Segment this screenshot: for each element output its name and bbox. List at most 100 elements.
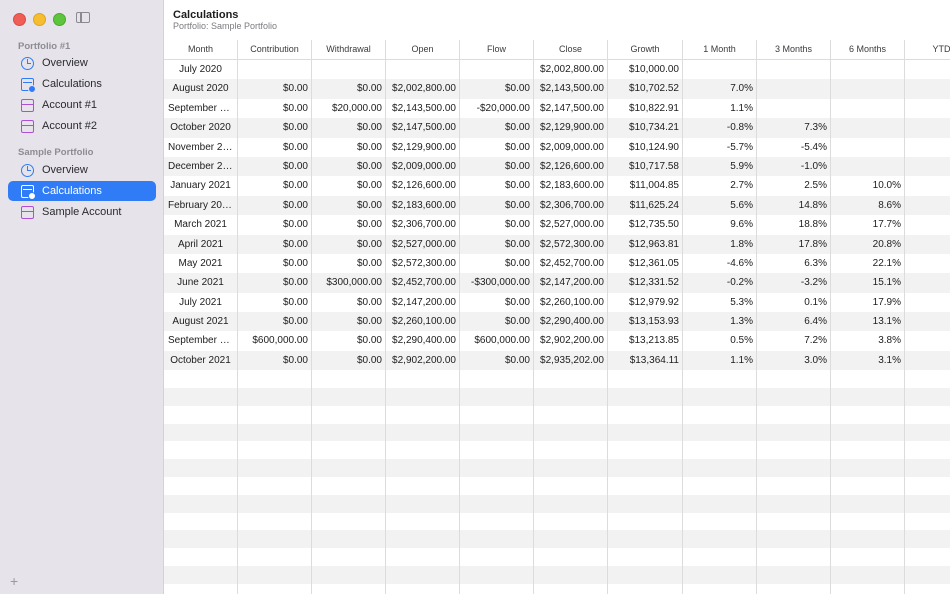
column-header[interactable]: Flow <box>460 40 534 59</box>
table-cell: $300,000.00 <box>312 273 386 293</box>
column-divider <box>459 405 460 424</box>
table-cell <box>238 60 312 80</box>
table-cell: $0.00 <box>312 79 386 99</box>
column-divider <box>607 583 608 594</box>
table-cell: August 2021 <box>164 312 238 332</box>
table-row[interactable]: July 2020 $2,002,800.00 $10,000.00 <box>164 60 950 80</box>
column-divider <box>533 530 534 549</box>
table-cell <box>905 196 950 215</box>
table-row[interactable]: April 2021 $0.00 $0.00 $2,527,000.00 $0.00 $2… <box>164 234 950 254</box>
column-divider <box>607 512 608 531</box>
table-cell <box>905 60 950 79</box>
column-divider <box>459 530 460 549</box>
column-divider <box>830 512 831 531</box>
table-cell: $0.00 <box>238 273 312 293</box>
table-cell: 17.9% <box>831 292 905 313</box>
column-divider <box>237 512 238 531</box>
table-row[interactable]: October 2021 $0.00 $0.00 $2,902,200.00 $0.00… <box>164 350 950 371</box>
calculations-icon <box>21 77 36 93</box>
empty-row <box>164 566 950 584</box>
column-divider <box>904 477 905 495</box>
table-row[interactable]: February 2021 $0.00 $0.00 $2,183,600.00 $0.0… <box>164 195 950 216</box>
sidebar-item-label: Overview <box>42 57 88 69</box>
table-row[interactable]: May 2021 $0.00 $0.00 $2,572,300.00 $0.00 $2,4… <box>164 253 950 274</box>
table-cell: 6.4% <box>757 312 831 332</box>
column-divider <box>533 566 534 584</box>
table-row[interactable]: June 2021 $0.00 $300,000.00 $2,452,700.00 -$… <box>164 273 950 293</box>
column-header[interactable]: Month <box>164 40 238 59</box>
column-divider <box>311 494 312 513</box>
table-cell: $2,002,800.00 <box>534 60 608 80</box>
table-row[interactable]: September 2021 $600,000.00 $0.00 $2,290,400… <box>164 331 950 351</box>
column-header[interactable]: 3 Months <box>757 40 831 59</box>
table-row[interactable]: September 2020 $0.00 $20,000.00 $2,143,500.… <box>164 98 950 119</box>
column-divider <box>459 370 460 389</box>
column-divider <box>311 388 312 406</box>
table-cell: 17.7% <box>831 215 905 235</box>
table-cell: $0.00 <box>238 79 312 99</box>
table-cell: $2,452,700.00 <box>386 273 460 293</box>
column-header[interactable]: YTD <box>905 40 950 59</box>
sidebar-item-sample-overview[interactable]: Overview <box>8 160 156 180</box>
column-divider <box>830 423 831 442</box>
table-cell: -5.7% <box>683 137 757 157</box>
column-divider <box>385 405 386 424</box>
close-window-button[interactable] <box>13 13 26 26</box>
table-row[interactable]: August 2021 $0.00 $0.00 $2,260,100.00 $0.00 $… <box>164 312 950 332</box>
table-cell: 1.1% <box>683 350 757 371</box>
sidebar-item-portfolio-1-calculations[interactable]: Calculations <box>8 74 156 94</box>
sidebar-toggle-icon[interactable] <box>76 12 90 23</box>
column-divider <box>385 388 386 406</box>
sidebar-item-portfolio-1-overview[interactable]: Overview <box>8 53 156 73</box>
column-header[interactable]: Open <box>386 40 460 59</box>
column-header[interactable]: Growth <box>608 40 683 59</box>
table-cell: -5.4% <box>757 137 831 157</box>
column-divider <box>682 459 683 478</box>
table-row[interactable]: December 2020 $0.00 $0.00 $2,009,000.00 $0.0… <box>164 156 950 177</box>
table-cell <box>905 273 950 292</box>
table-cell: $0.00 <box>238 137 312 157</box>
table-row[interactable]: March 2021 $0.00 $0.00 $2,306,700.00 $0.00 $2… <box>164 215 950 235</box>
table-row[interactable]: January 2021 $0.00 $0.00 $2,126,600.00 $0.00… <box>164 176 950 196</box>
section-header-sample-portfolio: Sample Portfolio <box>18 147 94 158</box>
table-cell: $0.00 <box>312 137 386 157</box>
table-cell: $2,143,500.00 <box>534 79 608 99</box>
zoom-window-button[interactable] <box>53 13 66 26</box>
table-row[interactable]: November 2020 $0.00 $0.00 $2,129,900.00 $0.0… <box>164 137 950 157</box>
column-header[interactable]: Close <box>534 40 608 59</box>
column-divider <box>607 566 608 584</box>
column-header[interactable]: Contribution <box>238 40 312 59</box>
column-divider <box>459 512 460 531</box>
column-divider <box>607 477 608 495</box>
table-cell <box>905 235 950 254</box>
column-divider <box>830 583 831 594</box>
add-button[interactable]: + <box>10 573 19 589</box>
column-divider <box>311 530 312 549</box>
table-cell: $2,572,300.00 <box>386 253 460 274</box>
column-divider <box>756 548 757 567</box>
table-cell: $13,213.85 <box>608 331 683 351</box>
table-cell <box>386 60 460 80</box>
column-divider <box>237 477 238 495</box>
sidebar-item-sample-calculations[interactable]: Calculations <box>8 181 156 201</box>
table-cell <box>905 157 950 176</box>
empty-row <box>164 494 950 513</box>
sidebar-item-sample-account[interactable]: Sample Account <box>8 202 156 222</box>
table-row[interactable]: July 2021 $0.00 $0.00 $2,147,200.00 $0.00 $2,… <box>164 292 950 313</box>
column-header[interactable]: 6 Months <box>831 40 905 59</box>
column-header[interactable]: Withdrawal <box>312 40 386 59</box>
table-cell: -0.2% <box>683 273 757 293</box>
table-cell <box>757 79 831 99</box>
table-row[interactable]: October 2020 $0.00 $0.00 $2,147,500.00 $0.00… <box>164 118 950 138</box>
table-cell: $2,009,000.00 <box>534 137 608 157</box>
table-cell: 20.8% <box>831 234 905 254</box>
column-divider <box>533 494 534 513</box>
sidebar-item-account-1[interactable]: Account #1 <box>8 95 156 115</box>
sidebar-item-account-2[interactable]: Account #2 <box>8 116 156 136</box>
table-cell: $2,126,600.00 <box>534 156 608 177</box>
table-cell: -0.8% <box>683 118 757 138</box>
column-header[interactable]: 1 Month <box>683 40 757 59</box>
table-cell: $0.00 <box>312 215 386 235</box>
minimize-window-button[interactable] <box>33 13 46 26</box>
table-row[interactable]: August 2020 $0.00 $0.00 $2,002,800.00 $0.00 $… <box>164 79 950 99</box>
